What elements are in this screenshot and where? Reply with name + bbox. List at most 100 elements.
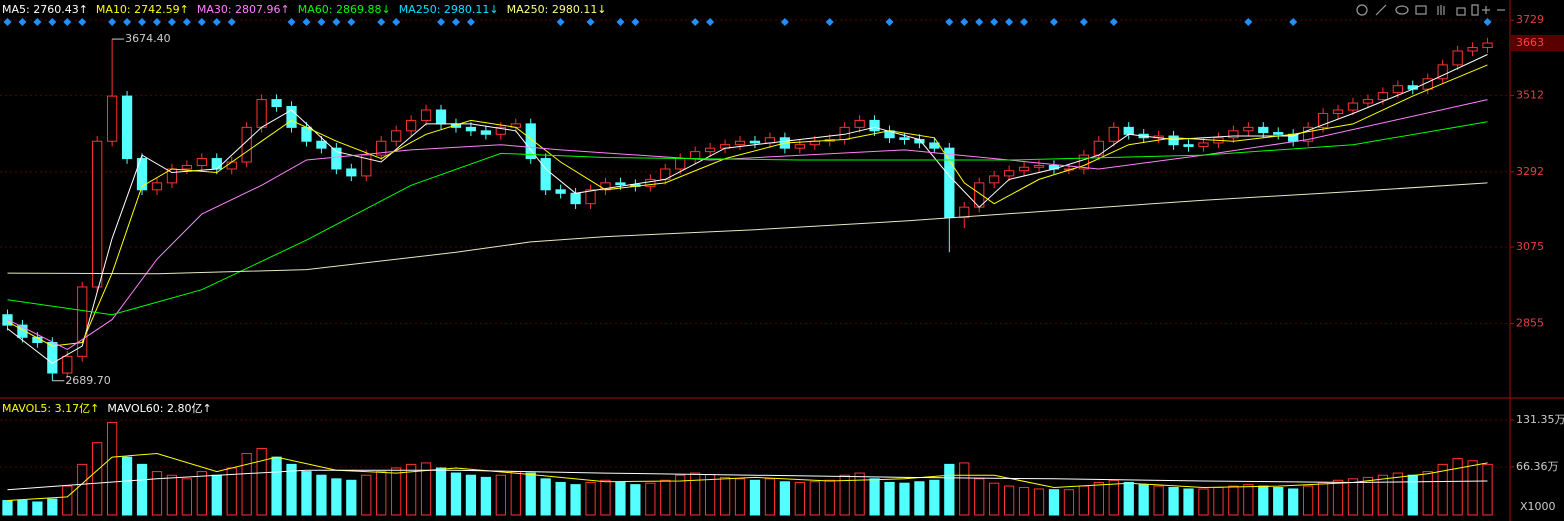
signal-marker: [631, 18, 640, 26]
last-price-label: 3663: [1516, 36, 1544, 49]
candle-body: [106, 95, 118, 142]
volume-bar: [346, 479, 357, 516]
volume-bar: [1018, 487, 1030, 516]
volume-bar: [989, 482, 1000, 516]
ma-line: [7, 469, 1488, 491]
signal-marker: [945, 18, 954, 26]
candle-body: [92, 140, 103, 288]
volume-bar: [465, 474, 477, 516]
volume-bar: [675, 474, 686, 516]
legend-entry: MA30: 2807.96↑: [197, 3, 290, 16]
signal-marker: [63, 18, 72, 26]
candle-body: [869, 119, 880, 132]
draw-icon[interactable]: [1375, 4, 1387, 16]
candle-body: [1003, 170, 1015, 177]
volume-bar: [1347, 478, 1359, 516]
candle-body: [704, 147, 716, 153]
signal-marker: [302, 18, 311, 26]
volume-bar: [1317, 481, 1329, 516]
signal-marker: [317, 18, 326, 26]
volume-bar: [630, 484, 641, 516]
candle-body: [1198, 142, 1209, 147]
signal-marker: [1049, 18, 1058, 26]
volume-bar: [794, 481, 805, 516]
box-icon[interactable]: [1415, 5, 1427, 15]
candle-body: [959, 206, 970, 219]
candle-body: [1437, 64, 1448, 80]
ma-line: [7, 121, 1488, 316]
candle-body: [1078, 154, 1090, 170]
candle-body: [391, 130, 402, 142]
volume-bar: [241, 453, 252, 516]
volume-bar: [316, 474, 327, 516]
volume-bar: [929, 479, 940, 516]
legend-entry: MAVOL5: 3.17亿↑: [2, 402, 99, 415]
volume-bar: [809, 481, 820, 516]
candle-body: [1243, 126, 1254, 132]
candle-body: [1392, 85, 1403, 94]
candle-body: [1108, 126, 1119, 142]
signal-marker: [1020, 18, 1029, 26]
candle-body: [570, 192, 581, 205]
volume-bar: [495, 474, 506, 516]
volume-bar: [884, 481, 895, 516]
annotation-label: 3674.40: [125, 32, 171, 45]
volume-bar: [166, 474, 178, 516]
signal-marker: [108, 18, 117, 26]
candle-body: [1317, 112, 1329, 128]
signal-marker: [197, 18, 206, 26]
candle-body: [136, 158, 148, 191]
candle-body: [361, 154, 372, 177]
view-icon[interactable]: [1395, 5, 1409, 15]
candle-body: [555, 189, 566, 194]
note-icon[interactable]: [1471, 4, 1479, 16]
volume-bar: [1048, 489, 1060, 516]
candle-body: [405, 119, 417, 132]
volume-bar: [480, 476, 492, 516]
y-tick-label: 3729: [1516, 13, 1544, 26]
volume-bar: [615, 481, 626, 516]
volume-bar: [1467, 460, 1478, 516]
candle-body: [211, 158, 222, 170]
signal-marker: [885, 18, 894, 26]
volume-bar: [331, 478, 342, 516]
volume-bar: [450, 472, 462, 516]
hand-icon[interactable]: [1437, 5, 1445, 15]
volume-bar: [1003, 485, 1015, 516]
y-tick-label: 2855: [1516, 316, 1544, 329]
legend-entry: MA60: 2869.88↓: [298, 3, 391, 16]
settings-icon[interactable]: [1356, 4, 1368, 16]
volume-bar: [1078, 485, 1090, 516]
signal-marker: [616, 18, 625, 26]
signal-marker: [287, 18, 296, 26]
signal-marker: [780, 18, 789, 26]
volume-bar: [1437, 463, 1448, 516]
lock-icon[interactable]: [1456, 7, 1466, 16]
signal-marker: [78, 18, 87, 26]
candle-body: [929, 142, 940, 149]
volume-bar: [585, 481, 596, 516]
signal-marker: [466, 18, 475, 26]
signal-marker: [377, 18, 386, 26]
volume-bar: [151, 471, 163, 516]
signal-marker: [167, 18, 176, 26]
candle-body: [1482, 42, 1493, 49]
volume-bar: [690, 472, 701, 516]
volume-bar: [181, 478, 193, 516]
signal-marker: [212, 18, 221, 26]
zoom-in-icon[interactable]: [1482, 6, 1490, 14]
ma-line: [7, 64, 1488, 347]
y-tick-label: 3075: [1516, 240, 1544, 253]
volume-bar: [1302, 485, 1314, 516]
volume-bar: [2, 500, 13, 516]
volume-bar: [824, 479, 835, 516]
volume-bar: [1288, 488, 1299, 516]
volume-bar: [1258, 485, 1269, 516]
toolbar: [1356, 4, 1505, 16]
signal-marker: [123, 18, 132, 26]
volume-bar: [779, 481, 791, 516]
volume-bar: [1033, 488, 1045, 516]
volume-bar: [704, 473, 716, 516]
candle-body: [944, 147, 955, 219]
